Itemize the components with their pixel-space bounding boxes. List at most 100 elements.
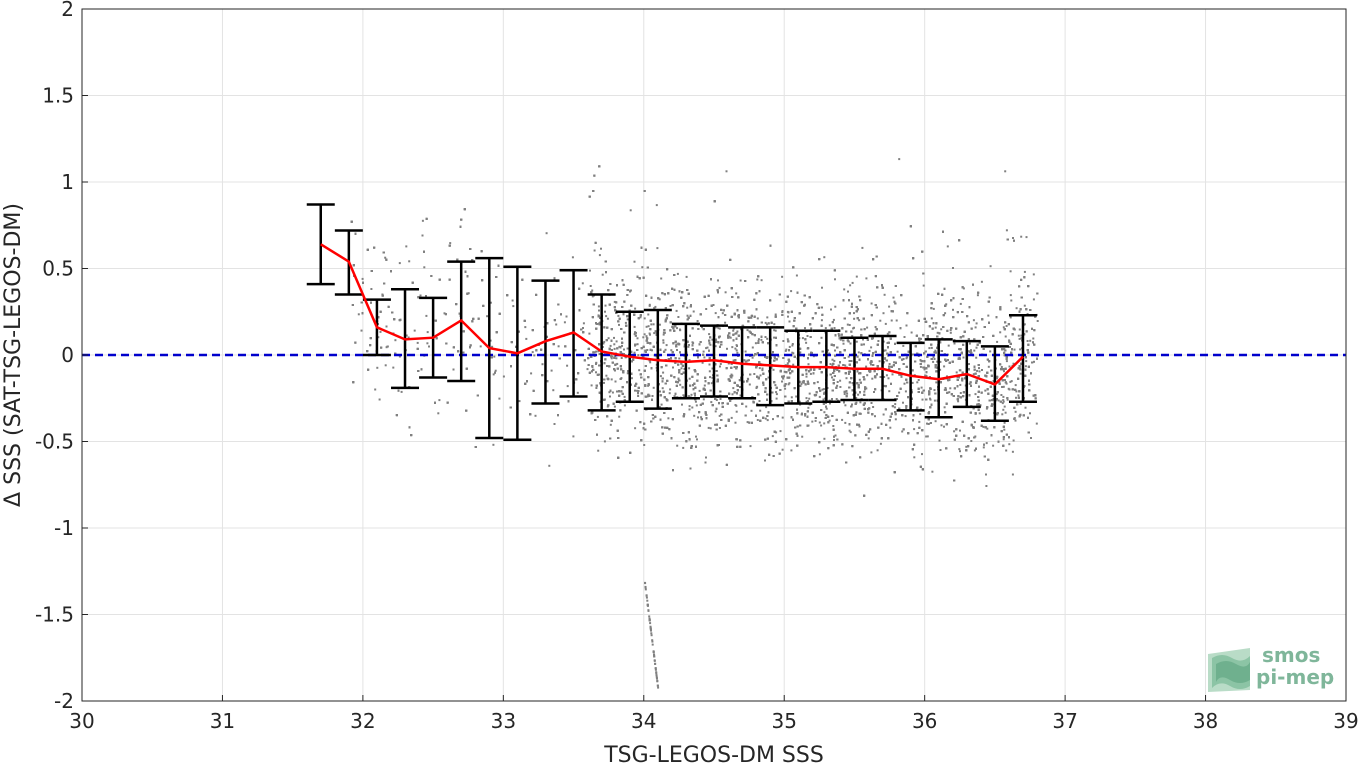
- scatter-point: [726, 347, 728, 350]
- scatter-point: [394, 339, 397, 342]
- scatter-point: [917, 379, 920, 381]
- scatter-point: [731, 346, 734, 349]
- scatter-point: [361, 277, 364, 280]
- scatter-point: [736, 351, 739, 354]
- scatter-point: [959, 302, 962, 305]
- scatter-point: [831, 364, 834, 367]
- scatter-point: [1032, 298, 1035, 301]
- scatter-point: [892, 296, 895, 299]
- scatter-point: [739, 279, 742, 282]
- scatter-point: [636, 389, 639, 392]
- scatter-point: [756, 278, 759, 281]
- scatter-point: [820, 336, 823, 339]
- scatter-point: [837, 333, 840, 335]
- scatter-point: [489, 339, 492, 342]
- scatter-point: [621, 344, 623, 347]
- scatter-point: [714, 345, 717, 348]
- scatter-point: [675, 309, 678, 312]
- scatter-point: [782, 340, 785, 342]
- scatter-point: [665, 344, 668, 347]
- scatter-point: [1008, 443, 1011, 446]
- scatter-point: [518, 400, 521, 403]
- scatter-point: [686, 314, 689, 317]
- scatter-point: [1013, 348, 1016, 351]
- scatter-point: [933, 399, 936, 402]
- scatter-point: [647, 325, 650, 328]
- scatter-point: [903, 382, 906, 385]
- scatter-point: [822, 388, 825, 391]
- scatter-point: [597, 305, 600, 308]
- scatter-point: [974, 393, 977, 396]
- scatter-point: [773, 329, 776, 332]
- scatter-point: [398, 355, 401, 358]
- scatter-point: [874, 415, 876, 418]
- scatter-point: [735, 410, 738, 413]
- scatter-point: [962, 287, 965, 290]
- scatter-point: [710, 382, 713, 385]
- scatter-point: [702, 350, 705, 353]
- scatter-point: [582, 322, 585, 325]
- scatter-point: [609, 344, 612, 347]
- scatter-point: [839, 338, 842, 341]
- scatter-point: [491, 345, 494, 348]
- scatter-point: [1006, 398, 1009, 401]
- scatter-point: [591, 295, 594, 298]
- scatter-point: [985, 442, 988, 445]
- scatter-point: [806, 335, 809, 337]
- scatter-point: [965, 445, 968, 448]
- scatter-point: [1003, 421, 1006, 424]
- scatter-point: [823, 422, 826, 425]
- scatter-point: [868, 349, 871, 352]
- scatter-point: [637, 395, 640, 397]
- scatter-point: [943, 425, 945, 428]
- scatter-point: [756, 317, 759, 320]
- scatter-point: [829, 363, 832, 366]
- scatter-point: [764, 417, 767, 420]
- scatter-point: [685, 275, 688, 278]
- scatter-point: [855, 401, 858, 404]
- scatter-point: [718, 286, 721, 289]
- scatter-point: [833, 359, 836, 362]
- scatter-point: [648, 332, 651, 335]
- scatter-point: [959, 429, 961, 432]
- scatter-point: [894, 403, 897, 406]
- scatter-point: [809, 372, 812, 375]
- scatter-point: [884, 349, 887, 352]
- scatter-point: [996, 340, 999, 343]
- scatter-point: [788, 320, 791, 323]
- scatter-point: [693, 414, 696, 417]
- scatter-point: [550, 369, 553, 372]
- scatter-point: [849, 431, 852, 434]
- scatter-point: [973, 421, 976, 424]
- scatter-point: [976, 294, 979, 297]
- scatter-point: [711, 376, 714, 379]
- scatter-point: [1005, 360, 1008, 363]
- scatter-point: [782, 377, 785, 380]
- scatter-point: [605, 315, 608, 318]
- scatter-point: [479, 345, 482, 348]
- scatter-point: [725, 170, 728, 173]
- scatter-point: [370, 288, 373, 290]
- scatter-point: [1019, 372, 1022, 375]
- scatter-point: [828, 419, 831, 422]
- scatter-point: [882, 413, 885, 416]
- scatter-point: [598, 373, 600, 376]
- scatter-point: [920, 337, 922, 340]
- scatter-point: [641, 266, 644, 269]
- scatter-point: [934, 420, 937, 423]
- scatter-point: [633, 325, 636, 328]
- scatter-point: [589, 269, 591, 272]
- scatter-point: [851, 281, 854, 284]
- scatter-point: [825, 407, 828, 410]
- scatter-point: [1000, 366, 1003, 368]
- scatter-point: [975, 346, 978, 349]
- scatter-point: [669, 388, 672, 391]
- scatter-point: [774, 329, 777, 332]
- scatter-point: [381, 293, 384, 296]
- scatter-point: [787, 383, 790, 386]
- scatter-point: [648, 304, 651, 307]
- scatter-point: [1020, 334, 1023, 337]
- scatter-point: [662, 371, 665, 374]
- scatter-point: [633, 333, 636, 336]
- scatter-point: [821, 388, 824, 391]
